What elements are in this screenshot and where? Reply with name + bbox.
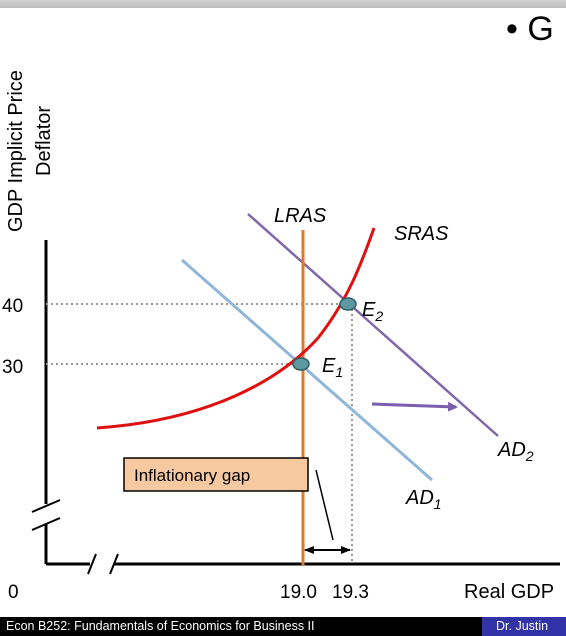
footer-author: Dr. Justin <box>482 617 566 636</box>
ad2-curve <box>247 213 499 437</box>
inflationary-gap-box <box>123 457 309 492</box>
y-tick-label: 40 <box>2 296 23 317</box>
y-axis-label-line2: Deflator <box>33 106 55 176</box>
equilibrium-point-e1 <box>292 357 310 371</box>
x-tick-label: 19.3 <box>332 582 369 603</box>
e2-label-main: E <box>362 299 376 321</box>
gap-callout-line <box>315 469 334 541</box>
footer-course-title: Econ B252: Fundamentals of Economics for… <box>0 617 482 636</box>
x-axis-label: Real GDP <box>464 581 554 603</box>
x-axis-break-mark <box>87 553 97 575</box>
y-axis-break-mark <box>31 499 61 513</box>
ad1-label-sub: 1 <box>434 496 442 512</box>
y-axis-break-mark <box>31 517 61 531</box>
slide-bullet-text: • G <box>506 10 554 48</box>
inflationary-gap-label: Inflationary gap <box>134 466 250 485</box>
ad1-curve <box>181 258 433 482</box>
ad2-label-main: AD <box>497 439 526 461</box>
slide-top-bar <box>0 0 566 8</box>
sras-label: SRAS <box>394 223 449 245</box>
e2-label: E2 <box>362 299 383 324</box>
ad1-label: AD1 <box>405 487 442 512</box>
e1-label-main: E <box>322 355 336 377</box>
origin-label: 0 <box>8 582 19 603</box>
e2-label-sub: 2 <box>374 308 383 324</box>
ad-shift-arrow <box>371 401 458 412</box>
ad2-label: AD2 <box>497 439 534 464</box>
ad2-label-sub: 2 <box>525 448 534 464</box>
x-tick-label: 19.0 <box>280 582 317 603</box>
y-tick-label: 30 <box>2 357 23 378</box>
lras-label: LRAS <box>274 205 327 227</box>
y-axis-label-line1: GDP Implicit Price <box>5 70 27 232</box>
equilibrium-point-e2 <box>339 297 357 311</box>
e1-label: E1 <box>322 355 343 380</box>
ad1-label-main: AD <box>405 487 434 509</box>
x-axis-break-mark <box>109 553 119 575</box>
e1-label-sub: 1 <box>335 364 343 380</box>
sras-curve <box>96 227 376 430</box>
